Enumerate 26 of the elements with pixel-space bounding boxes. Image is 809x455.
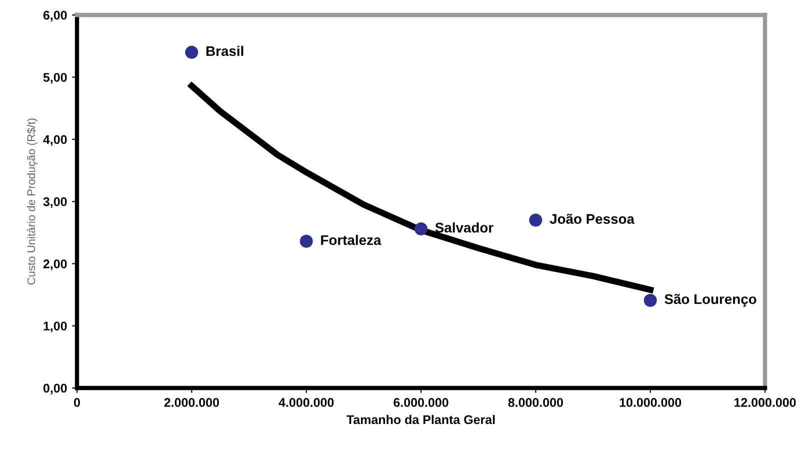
x-tick-label: 6.000.000: [394, 398, 448, 407]
x-tick-label: 0: [74, 398, 80, 407]
y-axis-title: Custo Unitário de Produção (R$/t): [26, 118, 38, 285]
y-tick-label: 6,00: [43, 10, 67, 22]
annotation: João Pessoa: [550, 214, 635, 224]
annotation: Brasil: [206, 46, 244, 56]
x-tick-label: 2.000.000: [164, 398, 219, 407]
y-tick-label: 2,00: [43, 259, 67, 270]
y-tick-label: 1,00: [44, 322, 67, 332]
x-tick-label: 8.000.000: [508, 398, 563, 407]
point: [414, 222, 428, 236]
y-tick-label: 0,00: [43, 384, 67, 394]
annotation: São Lourenço: [664, 294, 756, 307]
x-axis-title: Tamanho da Planta Geral: [346, 414, 495, 424]
x-tick-label: 12.000.000: [734, 398, 796, 407]
point: [185, 46, 198, 59]
y-tick-label: 5,00: [43, 72, 67, 84]
y-tick-label: 4,00: [43, 135, 67, 146]
x-tick-label: 10.000.000: [620, 398, 682, 407]
point: [644, 294, 657, 307]
x-tick-label: 4.000.000: [278, 398, 334, 407]
annotation: Fortaleza: [321, 234, 382, 246]
point: [529, 214, 542, 227]
point: [300, 234, 313, 248]
annotation: Salvador: [435, 222, 494, 233]
y-tick-label: 3,00: [43, 197, 67, 208]
